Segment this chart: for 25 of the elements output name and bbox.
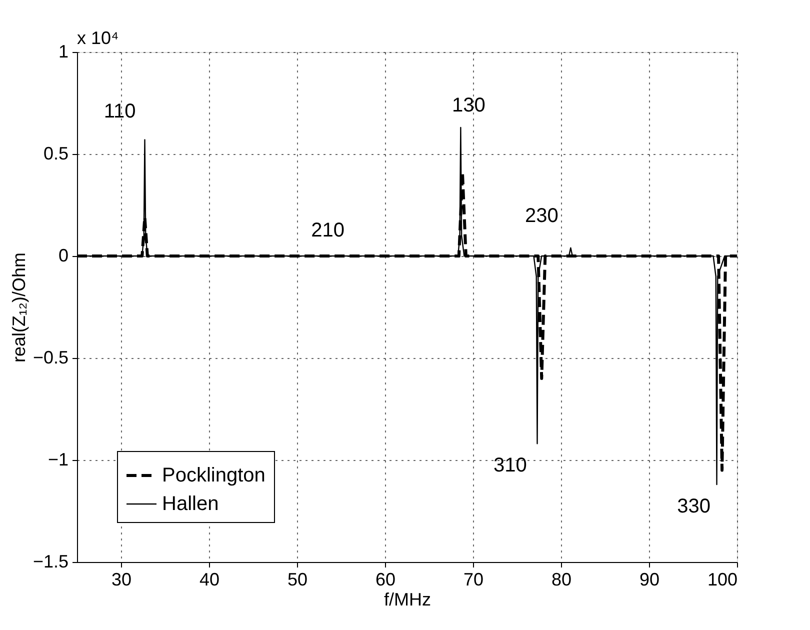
annotation: 210	[311, 220, 344, 242]
x-axis-title: f/MHz	[384, 590, 431, 610]
legend-label: Pocklington	[162, 464, 266, 486]
y-tick-label: 0	[58, 246, 68, 266]
y-tick-label: −0.5	[32, 348, 68, 368]
y-tick-label: 1	[58, 42, 68, 62]
x-tick-label: 80	[551, 570, 572, 590]
x-tick-label: 90	[639, 570, 660, 590]
x-tick-label: 100	[707, 570, 738, 590]
legend-label: Hallen	[162, 493, 219, 515]
annotation: 310	[494, 454, 527, 477]
y-tick-label: 0.5	[43, 144, 68, 164]
annotation: 230	[524, 204, 558, 227]
annotation: 110	[104, 100, 136, 123]
x-tick-label: 40	[199, 570, 220, 590]
y-axis-title: real(Z₁₂)/Ohm	[8, 252, 29, 363]
y-tick-label: −1	[48, 450, 68, 470]
annotation: 130	[452, 94, 486, 116]
x-tick-label: 50	[287, 570, 308, 590]
x-tick-label: 70	[463, 570, 484, 590]
annotation: 330	[677, 495, 710, 518]
x-tick-label: 60	[375, 570, 396, 590]
text: x 10⁴	[77, 28, 119, 48]
y-tick-label: −1.5	[32, 552, 68, 572]
x-tick-label: 30	[111, 570, 132, 590]
